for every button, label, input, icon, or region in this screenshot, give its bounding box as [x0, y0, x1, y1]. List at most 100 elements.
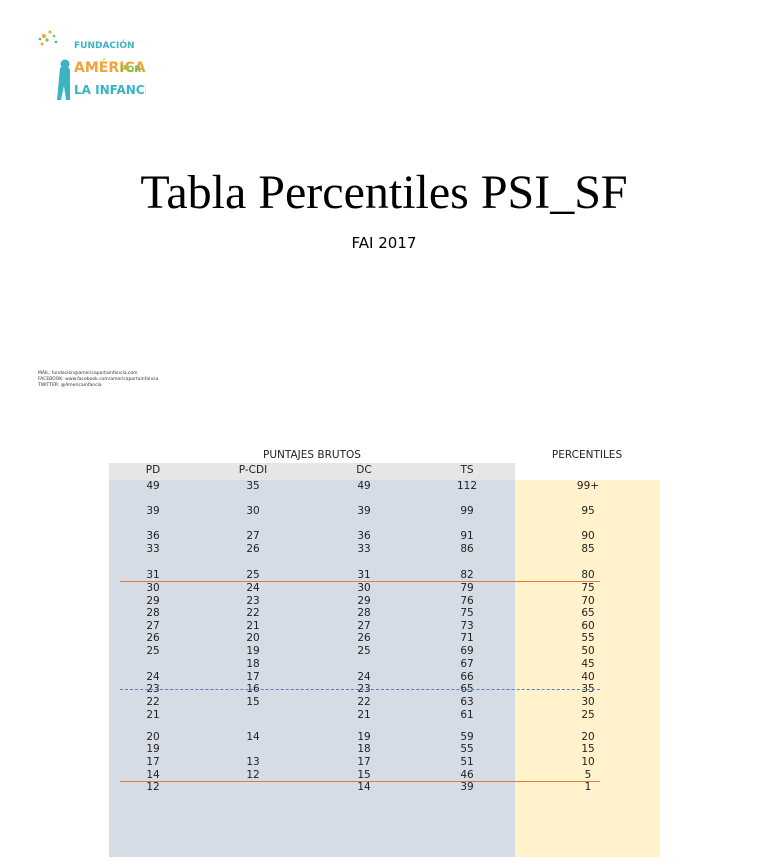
contact: MAIL: fundación@americaportainfancia.com	[38, 371, 138, 376]
table-cell: 20	[146, 731, 160, 743]
table-cell: 70	[581, 595, 595, 607]
table-cell: 75	[460, 607, 474, 619]
table-cell: 45	[581, 658, 595, 670]
table-cell: 49	[357, 480, 371, 492]
table-cell: 20	[581, 731, 595, 743]
table-cell: 18	[357, 743, 371, 755]
table-cell: 91	[460, 530, 474, 542]
table-cell: 24	[357, 671, 371, 683]
table-cell: 21	[357, 709, 371, 721]
table-cell: 61	[460, 709, 474, 721]
table-cell: 22	[357, 696, 371, 708]
table-cell: 39	[146, 505, 160, 517]
table-cell: 30	[246, 505, 260, 517]
table-cell: 36	[357, 530, 371, 542]
table-cell: 40	[581, 671, 595, 683]
header-band	[109, 463, 515, 480]
table-cell: 21	[246, 620, 260, 632]
table-cell: 46	[460, 769, 474, 781]
table-cell: 63	[460, 696, 474, 708]
table-cell: 36	[146, 530, 160, 542]
table-cell: 15	[581, 743, 595, 755]
title: Tabla Percentiles PSI_SF	[140, 166, 628, 219]
table-cell: 27	[146, 620, 160, 632]
table-cell: 14	[246, 731, 260, 743]
table-cell: 19	[357, 731, 371, 743]
table-cell: 15	[357, 769, 371, 781]
table-cell: 25	[581, 709, 595, 721]
table-cell: 24	[146, 671, 160, 683]
table-cell: 39	[357, 505, 371, 517]
table-cell: 22	[146, 696, 160, 708]
table-cell: 82	[460, 569, 474, 581]
logo-text: POR	[120, 65, 141, 75]
column-header: TS	[460, 464, 474, 476]
table-cell: 51	[460, 756, 474, 768]
table-cell: 33	[357, 543, 371, 555]
table-cell: 31	[146, 569, 160, 581]
table-cell: 49	[146, 480, 160, 492]
contact: TWITTER: @Americainfancia	[38, 383, 102, 388]
logo-text: FUNDACIÓN	[74, 39, 135, 51]
table-cell: 79	[460, 582, 474, 594]
table-cell: 1	[584, 781, 592, 793]
table-cell: 20	[246, 632, 260, 644]
table-cell: 17	[246, 671, 260, 683]
table-cell: 25	[146, 645, 160, 657]
divider	[120, 581, 600, 582]
table-cell: 22	[246, 607, 260, 619]
table-cell: 80	[581, 569, 595, 581]
table-cell: 25	[357, 645, 371, 657]
logo-text: AMÉRICA	[74, 59, 146, 76]
table-cell: 30	[357, 582, 371, 594]
table-cell: 26	[246, 543, 260, 555]
table-cell: 86	[460, 543, 474, 555]
table-cell: 19	[146, 743, 160, 755]
table-cell: 18	[246, 658, 260, 670]
table-cell: 112	[456, 480, 478, 492]
divider	[120, 781, 600, 782]
table-cell: 95	[581, 505, 595, 517]
table-cell: 12	[146, 781, 160, 793]
table-cell: 99	[460, 505, 474, 517]
table-cell: 50	[581, 645, 595, 657]
table-cell: 10	[581, 756, 595, 768]
table-cell: 12	[246, 769, 260, 781]
table-cell: 59	[460, 731, 474, 743]
logo: FUNDACIÓN AMÉRICA POR LA INFANCIA	[38, 30, 146, 100]
table-cell: 65	[581, 607, 595, 619]
raw-scores-band	[109, 480, 515, 857]
table-cell: 76	[460, 595, 474, 607]
column-header: PD	[145, 464, 161, 476]
table-cell: 55	[581, 632, 595, 644]
table-cell: 67	[460, 658, 474, 670]
logo-text: LA INFANCIA	[74, 83, 146, 97]
table-cell: 19	[246, 645, 260, 657]
table-cell: 26	[357, 632, 371, 644]
table-cell: 99+	[576, 480, 600, 492]
table-cell: 14	[357, 781, 371, 793]
table-cell: 73	[460, 620, 474, 632]
table-cell: 27	[246, 530, 260, 542]
table-cell: 15	[246, 696, 260, 708]
subtitle: FAI 2017	[351, 234, 417, 252]
table-cell: 39	[460, 781, 474, 793]
table-cell: 29	[146, 595, 160, 607]
table-cell: 26	[146, 632, 160, 644]
table-cell: 17	[357, 756, 371, 768]
group-header: PERCENTILES	[551, 449, 623, 461]
table-cell: 85	[581, 543, 595, 555]
table-cell: 17	[146, 756, 160, 768]
table-cell: 55	[460, 743, 474, 755]
table-cell: 14	[146, 769, 160, 781]
table-cell: 28	[146, 607, 160, 619]
column-header: P-CDI	[238, 464, 268, 476]
table-cell: 29	[357, 595, 371, 607]
table-cell: 33	[146, 543, 160, 555]
table-cell: 25	[246, 569, 260, 581]
table-cell: 24	[246, 582, 260, 594]
group-header: PUNTAJES BRUTOS	[263, 449, 361, 461]
table-cell: 90	[581, 530, 595, 542]
column-header: DC	[356, 464, 372, 476]
